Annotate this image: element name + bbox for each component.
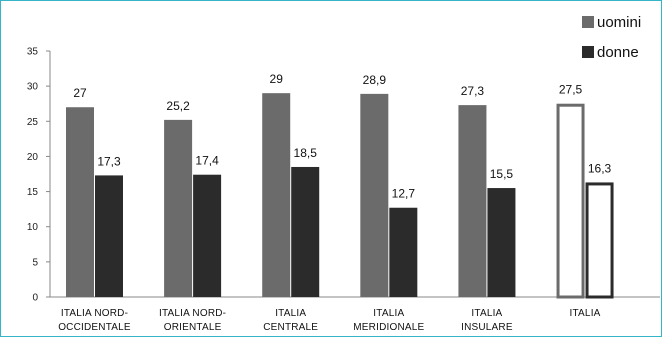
data-label-donne-0: 17,3	[97, 154, 121, 168]
bar-donne-2	[291, 166, 320, 297]
bar-uomini-5	[556, 103, 585, 299]
data-label-uomini-0: 27	[73, 86, 87, 100]
y-tick-label: 15	[27, 187, 39, 198]
bar-donne-3	[389, 207, 418, 297]
bar-uomini-4	[458, 105, 487, 298]
category-label-1-line-1: ORIENTALE	[164, 322, 222, 333]
bar-uomini-1	[164, 119, 193, 297]
category-label-2-line-0: ITALIA	[275, 308, 306, 319]
y-tick-label: 0	[32, 293, 38, 304]
category-label-0-line-0: ITALIA NORD-	[61, 308, 128, 319]
data-label-uomini-4: 27,3	[461, 84, 485, 98]
y-tick-label: 35	[27, 47, 39, 58]
data-label-uomini-5: 27,5	[559, 83, 583, 97]
bar-donne-0	[95, 175, 123, 297]
data-label-uomini-1: 25,2	[166, 99, 190, 113]
bar-uomini-2	[262, 93, 291, 298]
category-label-3-line-0: ITALIA	[373, 308, 404, 319]
category-label-2-line-1: CENTRALE	[263, 322, 318, 333]
data-label-donne-5: 16,3	[588, 161, 612, 175]
y-tick-label: 5	[32, 257, 38, 268]
category-label-5-line-0: ITALIA	[570, 308, 601, 319]
bar-uomini-3	[360, 93, 389, 297]
legend-label-uomini: uomini	[597, 14, 641, 31]
legend-swatch-uomini	[582, 16, 594, 28]
category-label-4-line-0: ITALIA	[471, 308, 502, 319]
category-label-3-line-1: MERIDIONALE	[353, 322, 424, 333]
legend-swatch-donne	[582, 46, 594, 58]
bar-donne-5	[585, 182, 614, 299]
category-label-0-line-1: OCCIDENTALE	[58, 322, 131, 333]
category-label-1-line-0: ITALIA NORD-	[159, 308, 226, 319]
data-label-uomini-2: 29	[270, 72, 284, 86]
category-label-4-line-1: INSULARE	[461, 322, 513, 333]
bar-uomini-0	[66, 107, 94, 297]
legend-label-donne: donne	[597, 44, 639, 61]
y-tick-label: 30	[27, 82, 39, 93]
y-tick-label: 10	[27, 222, 39, 233]
y-tick-label: 20	[27, 152, 39, 163]
data-label-donne-2: 18,5	[294, 146, 318, 160]
bar-donne-1	[193, 174, 222, 297]
data-label-uomini-3: 28,9	[363, 73, 387, 87]
data-label-donne-3: 12,7	[392, 187, 416, 201]
bar-donne-4	[487, 188, 516, 297]
data-label-donne-4: 15,5	[490, 167, 514, 181]
y-tick-label: 25	[27, 117, 39, 128]
data-label-donne-1: 17,4	[195, 154, 219, 168]
